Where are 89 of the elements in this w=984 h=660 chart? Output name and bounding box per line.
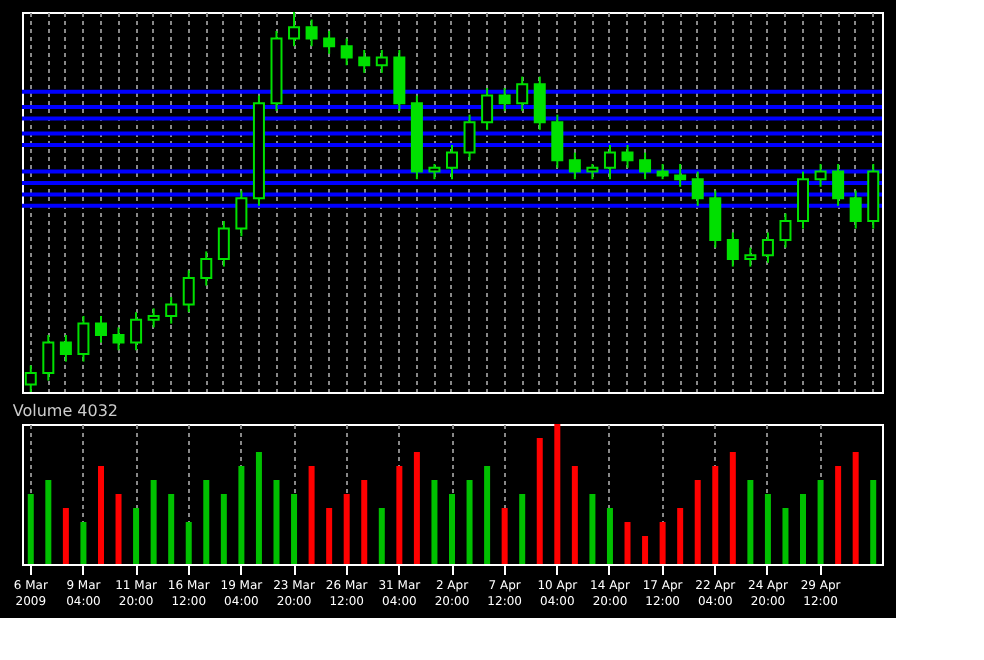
candlestick <box>797 170 810 230</box>
bar <box>589 494 596 564</box>
candlestick <box>42 334 55 382</box>
candlestick <box>323 30 336 55</box>
candlestick <box>849 189 862 230</box>
bar <box>168 494 175 564</box>
bar <box>203 480 210 564</box>
candlestick <box>94 315 107 344</box>
candlestick <box>112 326 125 352</box>
bar <box>571 466 578 564</box>
bar <box>115 494 122 564</box>
bar <box>800 494 807 564</box>
bar <box>484 466 491 564</box>
bar <box>343 494 350 564</box>
candlestick <box>305 18 318 48</box>
candlestick <box>621 144 634 169</box>
bar <box>150 480 157 564</box>
candlestick <box>498 87 511 112</box>
bar <box>62 508 69 564</box>
candlestick <box>533 75 546 131</box>
bar <box>255 452 262 564</box>
candlestick <box>393 49 406 112</box>
candlestick <box>340 37 353 67</box>
bar <box>747 480 754 564</box>
candlestick <box>761 231 774 264</box>
bar <box>501 508 508 564</box>
candlestick <box>674 163 687 188</box>
bar <box>396 466 403 564</box>
bar <box>729 452 736 564</box>
candlestick <box>516 75 529 112</box>
bar <box>291 494 298 564</box>
bar <box>361 480 368 564</box>
candlestick <box>726 231 739 268</box>
bar <box>624 522 631 564</box>
bar <box>536 438 543 564</box>
bar <box>220 494 227 564</box>
chart-title: Volume 4032 <box>12 402 119 420</box>
bar <box>852 452 859 564</box>
candlestick <box>130 311 143 352</box>
candlestick <box>779 212 792 249</box>
bar <box>308 466 315 564</box>
candlestick <box>165 296 178 325</box>
bar <box>712 466 719 564</box>
bar <box>659 522 666 564</box>
candlestick <box>358 49 371 74</box>
bar <box>185 522 192 564</box>
candlestick <box>709 189 722 249</box>
candlestick <box>147 307 160 329</box>
bar <box>326 508 333 564</box>
candlestick <box>463 113 476 162</box>
candlestick <box>235 189 248 238</box>
candlestick <box>814 163 827 188</box>
candlestick <box>744 246 757 268</box>
candlestick <box>200 250 213 287</box>
bar <box>97 466 104 564</box>
bar <box>764 494 771 564</box>
candlestick <box>603 144 616 181</box>
bar <box>466 480 473 564</box>
bar <box>27 494 34 564</box>
candlestick <box>77 315 90 363</box>
candlestick <box>375 49 388 74</box>
bar <box>378 508 385 564</box>
bar <box>642 536 649 564</box>
candlestick <box>832 163 845 207</box>
bar <box>431 480 438 564</box>
candlestick <box>59 334 72 363</box>
candlestick <box>481 87 494 131</box>
candlestick <box>446 144 458 181</box>
bar <box>519 494 526 564</box>
bar <box>835 466 842 564</box>
candlestick <box>639 151 652 181</box>
bar <box>273 480 280 564</box>
bar <box>606 508 613 564</box>
candlestick <box>568 151 581 181</box>
bar <box>45 480 52 564</box>
bar <box>677 508 684 564</box>
bar <box>694 480 701 564</box>
candlestick <box>217 220 230 268</box>
bar <box>413 452 420 564</box>
candlestick <box>182 269 195 314</box>
bar <box>133 508 140 564</box>
bar <box>449 494 455 564</box>
bar <box>817 480 824 564</box>
bar <box>782 508 789 564</box>
bar <box>238 466 245 564</box>
bar <box>870 480 877 564</box>
candlestick <box>691 170 704 207</box>
candlestick <box>551 113 564 169</box>
bar <box>80 522 87 564</box>
